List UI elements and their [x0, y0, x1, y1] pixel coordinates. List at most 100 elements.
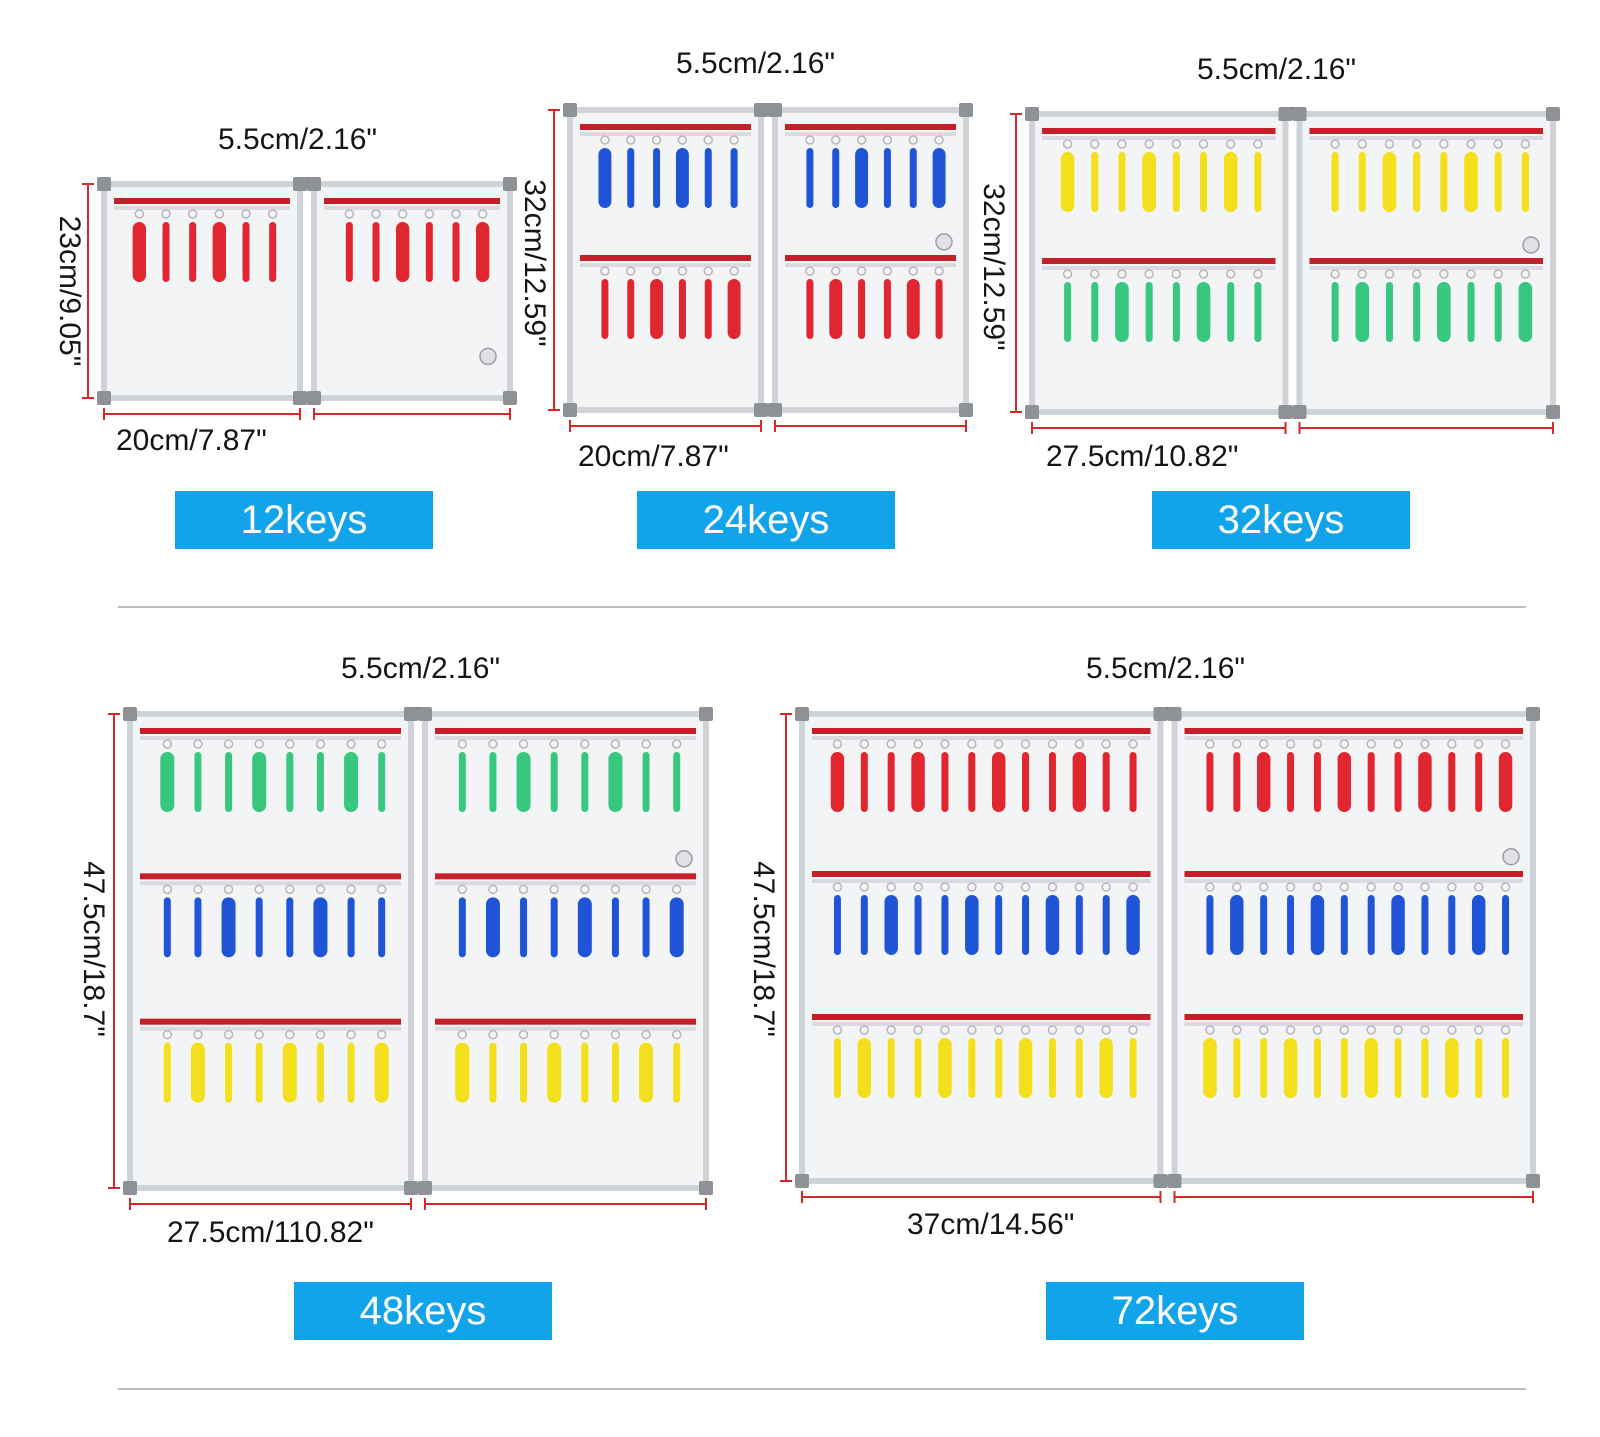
hook-rail: [812, 879, 1151, 883]
key-tag: [347, 897, 355, 958]
key-tag: [1310, 895, 1325, 955]
key-ring: [1225, 269, 1236, 279]
frame-corner-cap: [97, 391, 111, 405]
key-tag: [1145, 282, 1153, 342]
key-tag: [547, 1042, 562, 1103]
key-ring: [223, 1029, 234, 1040]
cabinet-drawing: [108, 707, 713, 1210]
key-tag: [1126, 895, 1140, 955]
lock-icon: [935, 233, 953, 251]
key-tag: [577, 897, 592, 958]
frame-corner-cap: [123, 1181, 137, 1195]
key-ring: [1101, 739, 1111, 749]
key-tag: [1075, 895, 1083, 955]
key-ring: [424, 209, 435, 219]
key-tag: [1355, 282, 1370, 342]
key-tag: [1502, 895, 1510, 955]
key-tag: [1223, 152, 1238, 212]
frame-corner-cap: [1167, 707, 1182, 721]
key-ring: [1473, 739, 1484, 749]
frame-corner-cap: [1278, 107, 1293, 121]
key-ring: [1393, 739, 1403, 749]
key-ring: [346, 1029, 356, 1040]
key-ring: [993, 739, 1004, 749]
frame-corner-cap: [795, 1174, 809, 1188]
key-cabinet-72keys: [780, 700, 1545, 1205]
number-label-strip: [580, 124, 751, 130]
key-tag: [1475, 752, 1483, 812]
key-ring: [1258, 1025, 1269, 1035]
number-label-strip: [1184, 871, 1523, 877]
hook-rail: [1184, 736, 1523, 740]
key-tag: [282, 1042, 297, 1103]
key-ring: [518, 884, 529, 895]
key-ring: [1253, 269, 1263, 279]
key-tag: [1260, 895, 1268, 955]
key-ring: [1420, 1025, 1430, 1035]
key-ring: [600, 135, 610, 145]
key-tag: [704, 148, 712, 208]
key-tag: [1283, 1038, 1298, 1098]
key-tag: [887, 752, 895, 812]
frame-corner-cap: [123, 707, 137, 721]
cabinet-right-door: [307, 177, 517, 405]
key-ring: [886, 1025, 896, 1035]
key-ring: [549, 1029, 559, 1040]
key-tag: [1091, 282, 1099, 342]
key-ring: [1493, 139, 1503, 149]
key-tag: [858, 279, 866, 339]
number-label-strip: [140, 1018, 401, 1025]
key-tag: [598, 148, 612, 208]
key-ring: [1312, 1025, 1323, 1035]
key-tag: [1060, 152, 1075, 212]
key-ring: [1420, 882, 1430, 892]
key-ring: [1520, 269, 1531, 279]
key-tag: [909, 148, 917, 208]
key-tag: [860, 752, 868, 812]
key-ring: [134, 209, 145, 219]
cabinet-drawing: [548, 103, 973, 432]
key-ring: [1357, 269, 1368, 279]
key-tag: [550, 752, 558, 812]
frame-corner-cap: [97, 177, 111, 191]
key-tag: [1440, 152, 1448, 212]
key-tag: [1413, 152, 1421, 212]
key-tag: [252, 752, 267, 812]
label-badge-24keys: 24keys: [637, 491, 895, 549]
key-ring: [1339, 739, 1350, 749]
key-ring: [1020, 1025, 1031, 1035]
key-tag: [374, 1042, 389, 1103]
key-tag: [1358, 152, 1366, 212]
key-tag: [673, 1042, 681, 1103]
number-label-strip: [1042, 258, 1276, 264]
key-ring: [580, 1029, 590, 1040]
key-ring: [856, 135, 867, 145]
key-tag: [1102, 752, 1110, 812]
hook-rail: [140, 1026, 401, 1031]
key-ring: [610, 739, 621, 749]
hook-rail: [812, 1022, 1151, 1026]
hook-rail: [580, 132, 751, 136]
key-tag: [189, 222, 197, 282]
key-tag: [1022, 895, 1030, 955]
key-tag: [581, 752, 589, 812]
key-ring: [254, 739, 264, 749]
key-tag: [1437, 282, 1451, 342]
hook-rail: [580, 263, 751, 267]
number-label-strip: [140, 873, 401, 880]
key-tag: [1200, 152, 1208, 212]
key-ring: [477, 209, 488, 219]
key-ring: [457, 884, 468, 895]
key-ring: [856, 266, 867, 276]
key-tag: [675, 148, 689, 208]
key-tag: [968, 1038, 976, 1098]
key-tag: [378, 897, 386, 958]
key-tag: [941, 752, 949, 812]
key-tag: [1391, 895, 1405, 955]
key-ring: [703, 135, 713, 145]
height-dimension-24keys: 32cm/12.59": [518, 179, 551, 347]
key-ring: [967, 882, 977, 892]
key-tag: [1075, 1038, 1083, 1098]
key-ring: [1447, 739, 1457, 749]
key-ring: [908, 135, 918, 145]
